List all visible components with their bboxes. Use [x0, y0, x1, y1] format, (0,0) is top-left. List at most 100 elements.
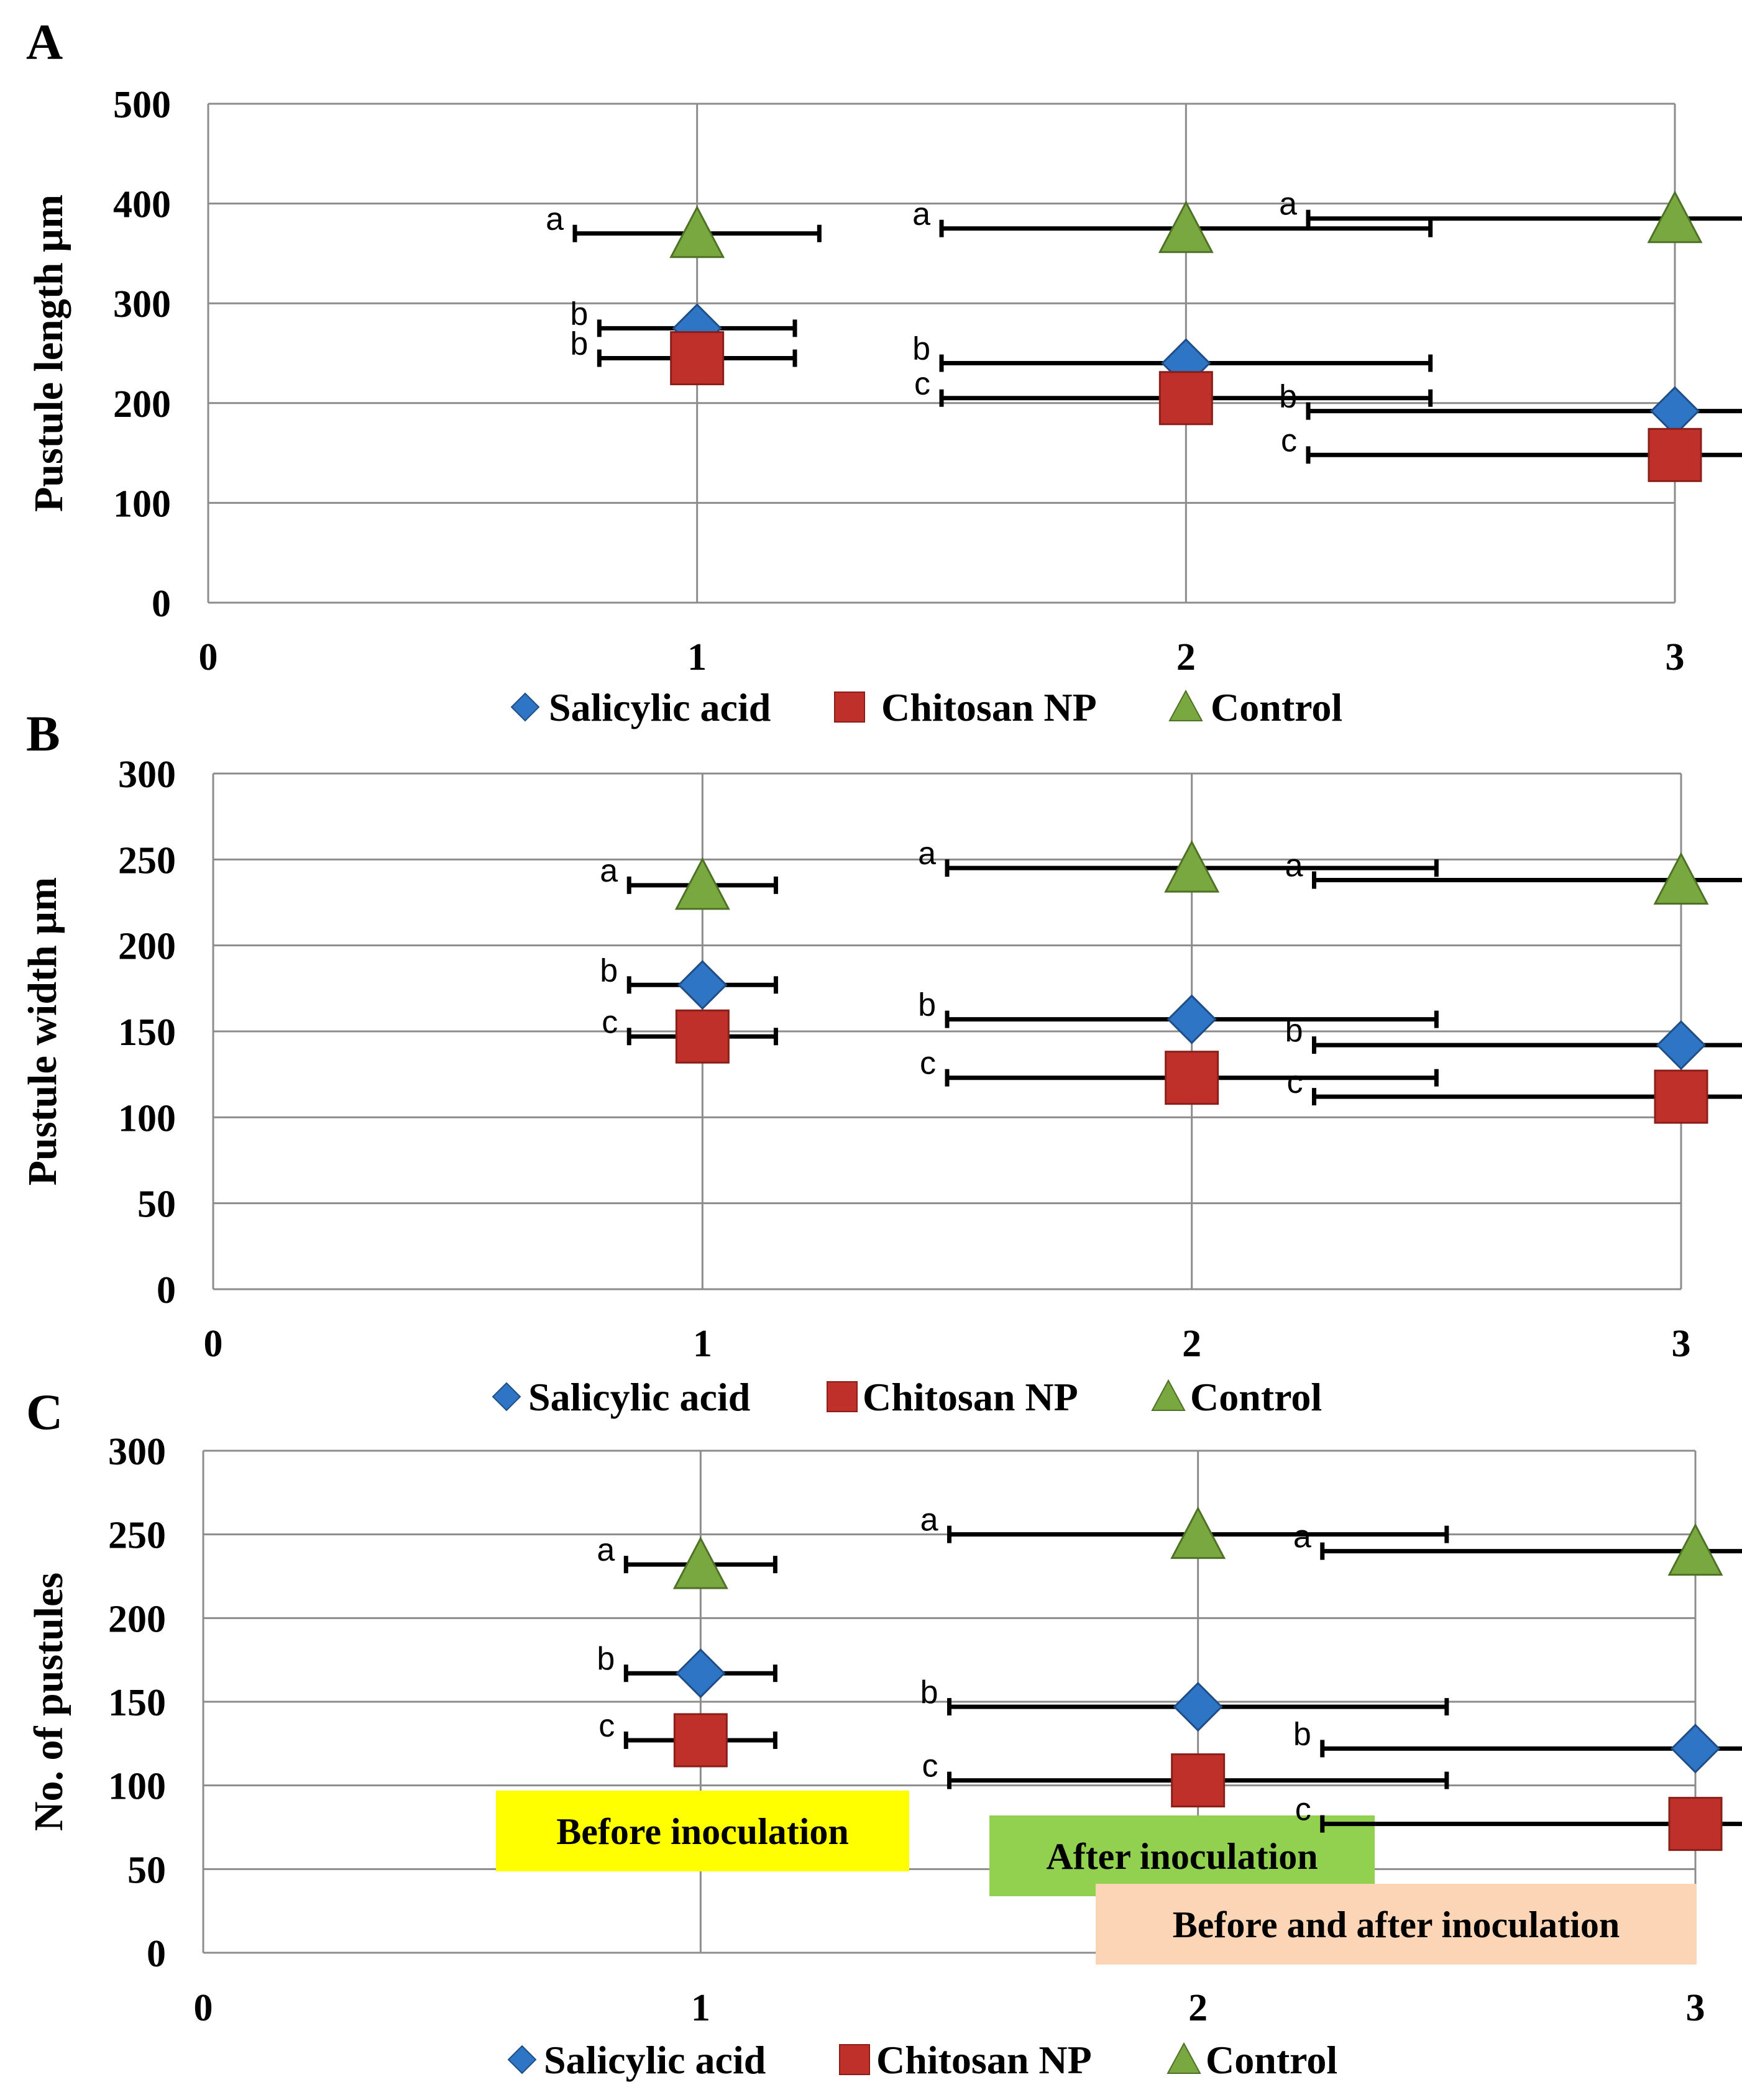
- data-point-square: [1158, 371, 1213, 426]
- chart-panel-c: C 0 50 100 150 200 250 300 0 1 2 3 No. of pustules Be…: [26, 1384, 1742, 2082]
- significance-letter: b: [570, 296, 588, 332]
- legend-label: Chitosan NP: [863, 1375, 1078, 1419]
- data-point-square: [670, 331, 725, 386]
- series-chitosan-np: c c c: [602, 1004, 1742, 1124]
- data-point-diamond: [676, 1648, 726, 1699]
- y-axis-title: No. of pustules: [26, 1573, 71, 1831]
- legend-label: Chitosan NP: [876, 2038, 1092, 2082]
- y-tick-label: 100: [113, 483, 171, 525]
- significance-letter: a: [546, 201, 564, 237]
- significance-letter: a: [1279, 186, 1297, 222]
- series-salicylic-acid: b b b: [600, 952, 1742, 1071]
- legend-marker-square: [827, 1381, 858, 1412]
- x-tick-label: 0: [194, 1987, 213, 2029]
- data-point-square: [1668, 1797, 1723, 1851]
- significance-letter: b: [600, 952, 618, 988]
- annotation-text: Before inoculation: [556, 1811, 849, 1852]
- data-point-triangle: [1158, 200, 1214, 253]
- significance-letter: a: [918, 836, 936, 872]
- significance-letter: c: [920, 1046, 936, 1082]
- series-salicylic-acid: bbb: [570, 296, 1742, 436]
- data-point-square: [675, 1009, 730, 1064]
- legend-marker-triangle: [1168, 689, 1203, 721]
- significance-letter: c: [922, 1748, 938, 1784]
- x-tick-label: 0: [199, 636, 218, 678]
- legend-label: Control: [1190, 1375, 1322, 1419]
- legend-marker-diamond: [507, 2045, 537, 2075]
- y-tick-label: 400: [113, 184, 171, 226]
- panel-label: A: [26, 14, 63, 70]
- significance-letter: b: [920, 1674, 938, 1710]
- panel-label: B: [26, 705, 60, 762]
- legend-label: Salicylic acid: [528, 1375, 750, 1419]
- x-tick-label: 1: [687, 636, 707, 678]
- data-point-triangle: [1164, 839, 1220, 893]
- x-tick-label: 1: [691, 1987, 710, 2029]
- data-point-triangle: [1653, 852, 1709, 905]
- y-tick-label: 200: [108, 1598, 166, 1640]
- data-point-square: [1648, 427, 1702, 482]
- legend-marker-diamond: [492, 1382, 521, 1412]
- significance-letter: a: [597, 1532, 615, 1568]
- annotation-box: [1096, 1884, 1697, 1965]
- significance-letter: a: [600, 853, 618, 889]
- significance-letter: b: [570, 326, 588, 362]
- significance-letter: b: [912, 331, 930, 367]
- annotation-text: Before and after inoculation: [1173, 1904, 1620, 1945]
- significance-letter: a: [1285, 848, 1303, 884]
- y-axis-title: Pustule width µm: [20, 877, 65, 1185]
- legend-marker-triangle: [1151, 1379, 1186, 1411]
- annotation-text: After inoculation: [1046, 1836, 1318, 1877]
- significance-letter: b: [597, 1641, 615, 1677]
- series-salicylic-acid: b b b: [597, 1641, 1742, 1774]
- y-tick-label: 0: [157, 1269, 176, 1312]
- y-tick-label: 150: [108, 1682, 166, 1724]
- x-tick-label: 2: [1182, 1323, 1201, 1365]
- significance-letter: a: [920, 1502, 938, 1538]
- legend: Salicylic acid Chitosan NP Control: [492, 1375, 1322, 1419]
- x-tick-label: 3: [1686, 1987, 1705, 2029]
- legend-marker-square: [834, 692, 865, 723]
- chart-panel-b: B 0 50 100 150 200 250 300 0 1 2 3 Pustule width µm b…: [20, 705, 1742, 1419]
- x-tick-label: 3: [1666, 636, 1685, 678]
- y-tick-label: 50: [127, 1849, 166, 1891]
- annotation-box: [989, 1815, 1375, 1896]
- data-point-triangle: [1647, 190, 1703, 244]
- data-point-square: [1165, 1051, 1219, 1105]
- y-tick-label: 250: [118, 839, 176, 882]
- legend-label: Control: [1211, 685, 1342, 729]
- legend-label: Salicylic acid: [544, 2038, 766, 2082]
- data-point-triangle: [669, 205, 725, 258]
- data-point-triangle: [674, 857, 730, 910]
- data-point-diamond: [1649, 386, 1700, 436]
- legend-label: Chitosan NP: [881, 685, 1097, 729]
- significance-letter: a: [912, 196, 930, 232]
- significance-letter: c: [914, 366, 930, 402]
- y-tick-label: 0: [152, 583, 171, 625]
- legend-marker-square: [839, 2044, 870, 2075]
- series-chitosan-np: bcc: [570, 326, 1742, 482]
- significance-letter: b: [918, 987, 936, 1023]
- significance-letter: c: [1295, 1792, 1311, 1828]
- significance-letter: b: [1285, 1013, 1303, 1049]
- series-chitosan-np: c c c: [598, 1708, 1742, 1851]
- y-tick-label: 300: [113, 283, 171, 326]
- x-tick-label: 2: [1176, 636, 1196, 678]
- legend: Salicylic acid Chitosan NP Control: [507, 2038, 1337, 2082]
- legend-label: Salicylic acid: [549, 685, 771, 729]
- significance-letter: b: [1293, 1716, 1311, 1752]
- y-tick-label: 250: [108, 1515, 166, 1557]
- significance-letter: c: [598, 1708, 615, 1744]
- data-point-diamond: [1670, 1723, 1721, 1774]
- y-tick-label: 100: [108, 1766, 166, 1808]
- significance-letter: a: [1293, 1519, 1311, 1555]
- y-tick-label: 500: [113, 84, 171, 126]
- y-tick-label: 150: [118, 1011, 176, 1054]
- significance-letter: c: [1287, 1064, 1303, 1100]
- data-point-square: [1171, 1753, 1226, 1808]
- y-tick-label: 0: [147, 1933, 166, 1975]
